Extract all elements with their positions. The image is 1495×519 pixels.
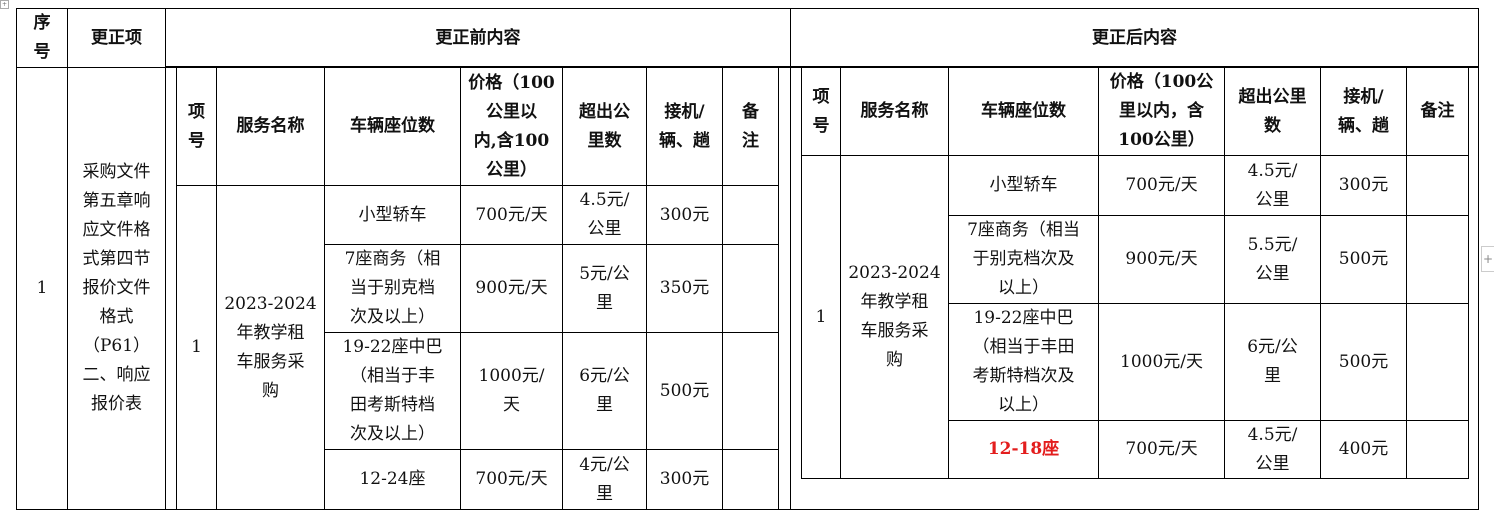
before-price-cell: 700元/天 [460, 185, 563, 245]
after-header-cell: 备注 [1406, 67, 1469, 156]
add-column-icon[interactable]: + [1481, 246, 1494, 272]
after-pickup-cell: 400元 [1320, 420, 1407, 479]
after-seats-cell: 7座商务（相当 于别克档次及 以上） [948, 215, 1099, 304]
after-service-name: 2023-2024 年教学租 车服务采 购 [840, 155, 949, 479]
before-extra-cell: 5元/公 里 [562, 244, 647, 333]
before-note-cell [722, 332, 779, 450]
row-seq: 1 [16, 67, 68, 510]
before-price-cell: 900元/天 [460, 244, 563, 333]
before-item-no: 1 [176, 185, 217, 510]
before-header-cell: 备 注 [722, 67, 779, 186]
after-extra-cell: 4.5元/ 公里 [1224, 420, 1321, 479]
before-header-cell: 超出公 里数 [562, 67, 647, 186]
after-note-cell [1406, 215, 1469, 304]
after-seats-cell: 小型轿车 [948, 155, 1099, 216]
row-correction-item: 采购文件 第五章响 应文件格 式第四节 报价文件 格式 （P61） 二、响应 报… [67, 67, 166, 510]
before-pickup-cell: 300元 [646, 185, 723, 245]
before-extra-cell: 4.5元/ 公里 [562, 185, 647, 245]
header-after-content: 更正后内容 [790, 8, 1479, 68]
after-header-cell: 车辆座位数 [948, 67, 1099, 156]
before-price-cell: 700元/天 [460, 449, 563, 510]
after-extra-cell: 4.5元/ 公里 [1224, 155, 1321, 216]
before-pickup-cell: 500元 [646, 332, 723, 450]
before-pickup-cell: 350元 [646, 244, 723, 333]
before-seats-cell: 19-22座中巴 （相当于丰 田考斯特档 次及以上） [324, 332, 461, 450]
before-header-cell: 车辆座位数 [324, 67, 461, 186]
before-service-name: 2023-2024 年教学租 车服务采 购 [216, 185, 325, 510]
divider [165, 66, 1478, 68]
before-pickup-cell: 300元 [646, 449, 723, 510]
before-extra-cell: 4元/公 里 [562, 449, 647, 510]
after-header-cell: 项 号 [801, 67, 841, 156]
header-seq: 序 号 [16, 8, 68, 68]
after-price-cell: 900元/天 [1098, 215, 1225, 304]
after-header-cell: 超出公里 数 [1224, 67, 1321, 156]
after-extra-cell: 6元/公 里 [1224, 303, 1321, 421]
header-before-content: 更正前内容 [165, 8, 791, 68]
after-seats-cell: 19-22座中巴 （相当于丰田 考斯特档次及 以上） [948, 303, 1099, 421]
after-note-cell [1406, 303, 1469, 421]
before-seats-cell: 小型轿车 [324, 185, 461, 245]
before-seats-cell: 12-24座 [324, 449, 461, 510]
after-price-cell: 1000元/天 [1098, 303, 1225, 421]
after-seats-cell: 12-18座 [948, 420, 1099, 479]
before-header-cell: 价格（100 公里以 内,含100 公里） [460, 67, 563, 186]
after-note-cell [1406, 420, 1469, 479]
after-header-cell: 服务名称 [840, 67, 949, 156]
after-pickup-cell: 500元 [1320, 303, 1407, 421]
before-header-cell: 项 号 [176, 67, 217, 186]
before-note-cell [722, 449, 779, 510]
before-seats-cell: 7座商务（相 当于别克档 次及以上） [324, 244, 461, 333]
before-note-cell [722, 185, 779, 245]
header-correction-item: 更正项 [67, 8, 166, 68]
after-header-cell: 接机/ 辆、趟 [1320, 67, 1407, 156]
before-header-cell: 服务名称 [216, 67, 325, 186]
after-price-cell: 700元/天 [1098, 155, 1225, 216]
after-note-cell [1406, 155, 1469, 216]
after-item-no: 1 [801, 155, 841, 479]
after-pickup-cell: 300元 [1320, 155, 1407, 216]
before-price-cell: 1000元/ 天 [460, 332, 563, 450]
before-extra-cell: 6元/公 里 [562, 332, 647, 450]
after-pickup-cell: 500元 [1320, 215, 1407, 304]
table-move-handle-icon[interactable]: + [0, 0, 9, 9]
after-price-cell: 700元/天 [1098, 420, 1225, 479]
after-extra-cell: 5.5元/ 公里 [1224, 215, 1321, 304]
after-header-cell: 价格（100公 里以内，含 100公里） [1098, 67, 1225, 156]
before-header-cell: 接机/ 辆、趟 [646, 67, 723, 186]
before-note-cell [722, 244, 779, 333]
